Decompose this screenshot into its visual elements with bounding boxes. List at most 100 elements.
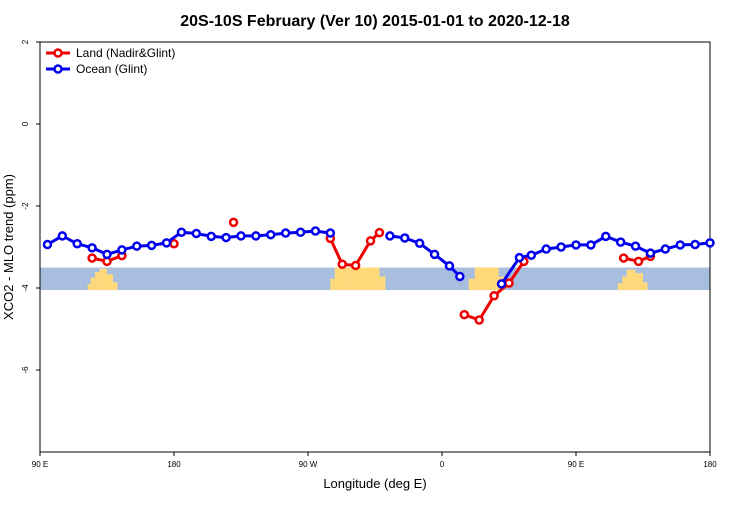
data-point (496, 279, 507, 289)
data-point (455, 271, 465, 282)
x-tick-label: 90 E (32, 460, 48, 469)
x-tick-label: 90 E (568, 460, 584, 469)
data-point (206, 231, 216, 242)
data-point (72, 238, 82, 249)
land-region (622, 276, 627, 291)
data-point (586, 240, 596, 250)
land-region (334, 267, 346, 291)
y-tick-label: -4 (21, 284, 30, 292)
data-point (526, 250, 537, 260)
data-point (705, 238, 715, 248)
data-point (459, 309, 470, 320)
legend-label-land: Land (Nadir&Glint) (76, 46, 175, 60)
x-tick-label: 180 (167, 460, 181, 469)
x-tick-label: 180 (703, 460, 717, 469)
legend: Land (Nadir&Glint) Ocean (Glint) (46, 46, 175, 76)
land-region (99, 268, 107, 291)
data-point (601, 231, 611, 242)
data-point (325, 228, 336, 238)
data-point (310, 226, 321, 236)
data-point (675, 240, 685, 250)
y-axis: 2 0 -2 -4 -6 (21, 39, 40, 374)
data-point (385, 231, 395, 241)
x-tick-label: 0 (440, 460, 445, 469)
data-point (350, 260, 361, 271)
y-axis-label: XCO2 - MLO trend (ppm) (1, 174, 16, 320)
land-region (643, 282, 648, 291)
data-point (571, 240, 581, 250)
data-point (645, 248, 656, 258)
data-point (57, 231, 68, 241)
land-ocean-band (40, 267, 710, 291)
land-region (617, 283, 623, 291)
data-point (221, 232, 231, 243)
data-point (414, 238, 425, 249)
data-point (556, 242, 566, 252)
data-point (169, 238, 179, 249)
data-point (489, 291, 499, 301)
data-point (444, 261, 455, 271)
land-region (345, 267, 380, 291)
data-point (228, 217, 239, 228)
chart-title: 20S-10S February (Ver 10) 2015-01-01 to … (180, 13, 570, 30)
data-point (176, 227, 187, 237)
data-point (161, 238, 172, 248)
data-point (690, 239, 700, 250)
y-tick-label: 2 (21, 39, 30, 44)
series-layer (42, 217, 715, 325)
data-point (132, 241, 142, 251)
series-ocean (42, 226, 715, 289)
land-region (90, 277, 96, 291)
data-point (251, 231, 261, 241)
land-region (468, 278, 475, 291)
x-tick-label: 90 W (299, 460, 318, 469)
legend-item-ocean: Ocean (Glint) (46, 62, 147, 76)
data-point (280, 228, 291, 238)
data-point (102, 249, 112, 260)
data-point (504, 278, 514, 288)
data-point (365, 236, 376, 246)
data-point (266, 229, 276, 240)
y-tick-label: 0 (21, 121, 30, 126)
land-region (635, 273, 643, 291)
data-point (400, 233, 410, 243)
data-point (236, 231, 246, 241)
legend-item-land: Land (Nadir&Glint) (46, 46, 175, 60)
data-point (42, 239, 53, 250)
data-point (541, 244, 551, 254)
data-point (295, 227, 306, 237)
data-point (618, 253, 629, 263)
data-point (146, 240, 157, 251)
series-land (87, 217, 656, 325)
data-point (374, 227, 385, 238)
y-tick-label: -6 (21, 366, 30, 374)
data-point (474, 315, 484, 325)
land-region (626, 269, 636, 291)
land-region (330, 278, 335, 291)
land-region (474, 267, 499, 291)
land-region (95, 272, 100, 291)
data-point (87, 243, 97, 253)
land-region (87, 284, 91, 291)
data-point (615, 237, 626, 247)
land-region (107, 274, 113, 291)
data-point (337, 259, 347, 269)
data-point (429, 249, 440, 260)
y-tick-label: -2 (21, 202, 30, 210)
legend-label-ocean: Ocean (Glint) (76, 62, 147, 76)
x-axis-label: Longitude (deg E) (323, 476, 426, 491)
data-point (660, 244, 671, 254)
data-point (514, 252, 525, 263)
data-point (87, 253, 97, 263)
legend-marker-land (53, 48, 63, 58)
x-axis: 90 E 180 90 W 0 90 E 180 (32, 452, 717, 469)
data-point (191, 228, 202, 239)
data-point (630, 241, 641, 251)
land-region (112, 282, 118, 291)
legend-marker-ocean (53, 64, 63, 74)
data-point (633, 256, 644, 267)
data-point (117, 245, 127, 255)
land-region (379, 276, 386, 291)
